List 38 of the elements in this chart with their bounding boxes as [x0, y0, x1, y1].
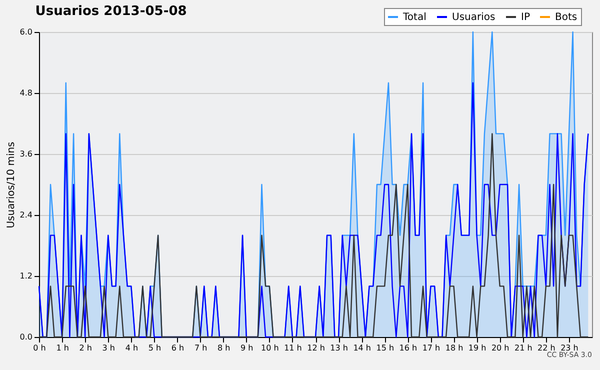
- x-tick-label: 6 h: [171, 344, 184, 352]
- y-tick-label: 4.8: [20, 88, 32, 98]
- x-tick-label: 5 h: [148, 344, 162, 352]
- x-tick-label: 14 h: [353, 344, 371, 352]
- legend-label: IP: [521, 12, 530, 23]
- legend-label: Usuarios: [452, 12, 496, 23]
- y-tick-label: 0.0: [20, 332, 32, 342]
- x-tick-label: 10 h: [261, 344, 279, 352]
- legend-label: Total: [402, 12, 426, 23]
- legend-label: Bots: [555, 12, 578, 23]
- y-tick-label: 3.6: [20, 150, 32, 158]
- x-tick-label: 16 h: [399, 344, 418, 352]
- x-tick-label: 20 h: [491, 344, 510, 352]
- line-series: [38, 133, 589, 338]
- x-tick-label: 17 h: [422, 344, 440, 352]
- y-tick-label: 6.0: [20, 28, 32, 36]
- x-tick-label: 11 h: [284, 344, 302, 352]
- x-tick-label: 8 h: [217, 344, 230, 352]
- x-tick-label: 1 h: [56, 344, 69, 352]
- x-tick-label: 23 h: [560, 344, 578, 352]
- y-tick-label: 1.2: [20, 272, 32, 280]
- x-tick-label: 22 h: [538, 344, 556, 352]
- x-tick-label: 19 h: [468, 344, 486, 352]
- x-tick-label: 2 h: [79, 344, 92, 352]
- line-series: [38, 82, 589, 338]
- x-tick-label: 12 h: [307, 344, 325, 352]
- y-tick-label: 2.4: [20, 210, 32, 220]
- x-tick-label: 15 h: [376, 344, 394, 352]
- x-tick-label: 7 h: [194, 344, 208, 352]
- x-tick-label: 21 h: [514, 344, 532, 352]
- x-tick-label: 13 h: [330, 344, 348, 352]
- chart-title: Usuarios 2013-05-08: [35, 4, 187, 19]
- x-tick-label: 0 h: [33, 344, 46, 352]
- x-tick-label: 4 h: [125, 344, 138, 352]
- y-axis-title: Usuarios/10 mins: [6, 142, 17, 228]
- x-tick-label: 3 h: [102, 344, 115, 352]
- x-tick-label: 18 h: [445, 344, 464, 352]
- x-tick-label: 9 h: [240, 344, 254, 352]
